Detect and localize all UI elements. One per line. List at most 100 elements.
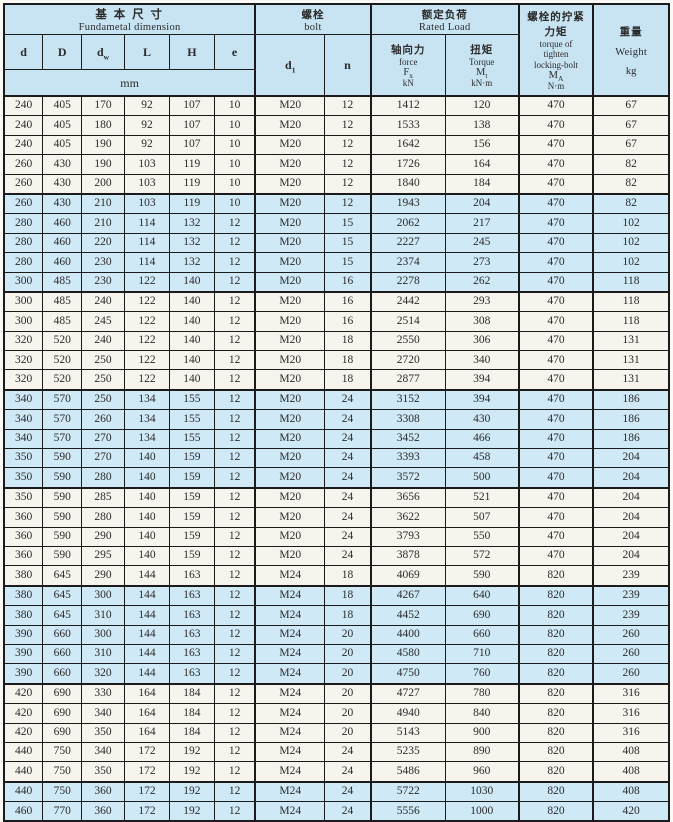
- cell-d1: M20: [254, 311, 326, 332]
- cell-dw: 320: [81, 663, 125, 685]
- cell-force_kN: 3656: [370, 486, 446, 509]
- cell-torque_kNm: 184: [444, 173, 520, 195]
- cell-force_kN: 5556: [370, 801, 446, 822]
- table-body: 240 405 170 92 107 10 M20 12 1412 120 470 67 240 405 1…: [3, 95, 670, 822]
- cell-d: 260: [3, 154, 44, 175]
- cell-torque_kNm: 1030: [444, 780, 520, 803]
- cell-D: 750: [42, 780, 83, 803]
- cell-torque_kNm: 590: [444, 565, 520, 587]
- cell-e: 12: [213, 388, 257, 411]
- cell-dw: 260: [81, 409, 125, 430]
- cell-torque_kNm: 840: [444, 703, 520, 724]
- header-bolt-en: bolt: [304, 21, 322, 33]
- cell-D: 590: [42, 486, 83, 509]
- table-row: 320 520 250 122 140 12 M20 18 2720 340 470 131: [3, 350, 670, 371]
- cell-e: 12: [213, 369, 257, 391]
- cell-dw: 330: [81, 682, 125, 705]
- cell-force_kN: 2877: [370, 369, 446, 391]
- cell-tighten_Nm: 470: [518, 409, 595, 430]
- cell-tighten_Nm: 470: [518, 290, 595, 313]
- cell-torque_kNm: 430: [444, 409, 520, 430]
- cell-H: 140: [168, 311, 215, 332]
- table-row: 240 405 190 92 107 10 M20 12 1642 156 470 67: [3, 134, 670, 156]
- cell-d1: M20: [254, 388, 326, 411]
- cell-n: 24: [324, 741, 372, 763]
- cell-d1: M20: [254, 95, 326, 117]
- table-row: 420 690 350 164 184 12 M24 20 5143 900 820 316: [3, 722, 670, 743]
- cell-d: 390: [3, 624, 44, 645]
- table-row: 350 590 270 140 159 12 M20 24 3393 458 470 204: [3, 448, 670, 469]
- cell-tighten_Nm: 820: [518, 722, 595, 743]
- cell-force_kN: 5143: [370, 722, 446, 743]
- cell-force_kN: 2374: [370, 252, 446, 273]
- cell-tighten_Nm: 470: [518, 173, 595, 195]
- header-tighten-en1: torque of: [539, 38, 573, 49]
- cell-weight_kg: 118: [592, 290, 670, 313]
- cell-e: 12: [213, 252, 257, 273]
- cell-tighten_Nm: 820: [518, 584, 595, 607]
- cell-d1: M20: [254, 448, 326, 469]
- cell-weight_kg: 102: [592, 252, 670, 273]
- cell-tighten_Nm: 820: [518, 605, 595, 626]
- cell-D: 405: [42, 95, 83, 117]
- cell-e: 12: [213, 584, 257, 607]
- col-L: L: [123, 34, 170, 70]
- cell-tighten_Nm: 470: [518, 232, 595, 254]
- cell-L: 172: [123, 761, 170, 783]
- cell-H: 140: [168, 369, 215, 391]
- cell-d1: M20: [254, 350, 326, 371]
- cell-L: 140: [123, 545, 170, 567]
- cell-n: 24: [324, 428, 372, 450]
- cell-e: 12: [213, 663, 257, 685]
- header-tighten-en2: tighten: [543, 49, 569, 60]
- cell-d1: M24: [254, 663, 326, 685]
- cell-H: 107: [168, 134, 215, 156]
- cell-force_kN: 4400: [370, 624, 446, 645]
- cell-tighten_Nm: 470: [518, 526, 595, 547]
- cell-force_kN: 3308: [370, 409, 446, 430]
- cell-d: 440: [3, 741, 44, 763]
- cell-d: 240: [3, 115, 44, 136]
- cell-force_kN: 1943: [370, 192, 446, 215]
- cell-d1: M24: [254, 624, 326, 645]
- table-row: 380 645 300 144 163 12 M24 18 4267 640 820 239: [3, 584, 670, 607]
- cell-L: 140: [123, 507, 170, 528]
- cell-dw: 300: [81, 584, 125, 607]
- cell-H: 163: [168, 605, 215, 626]
- cell-weight_kg: 316: [592, 722, 670, 743]
- cell-L: 103: [123, 192, 170, 215]
- cell-H: 140: [168, 290, 215, 313]
- col-D: D: [42, 34, 83, 70]
- cell-torque_kNm: 572: [444, 545, 520, 567]
- cell-n: 20: [324, 663, 372, 685]
- cell-force_kN: 4580: [370, 643, 446, 665]
- cell-H: 184: [168, 722, 215, 743]
- cell-L: 164: [123, 722, 170, 743]
- cell-dw: 190: [81, 154, 125, 175]
- cell-d: 280: [3, 213, 44, 234]
- cell-n: 16: [324, 311, 372, 332]
- cell-D: 770: [42, 801, 83, 822]
- cell-H: 132: [168, 232, 215, 254]
- cell-n: 12: [324, 95, 372, 117]
- cell-n: 12: [324, 154, 372, 175]
- header-tighten-symbol: MA: [548, 69, 564, 83]
- cell-e: 12: [213, 801, 257, 822]
- cell-e: 12: [213, 350, 257, 371]
- cell-e: 12: [213, 507, 257, 528]
- table-row: 350 590 285 140 159 12 M20 24 3656 521 470 204: [3, 486, 670, 509]
- cell-d1: M20: [254, 526, 326, 547]
- cell-tighten_Nm: 470: [518, 388, 595, 411]
- cell-D: 645: [42, 605, 83, 626]
- cell-d: 360: [3, 545, 44, 567]
- cell-n: 18: [324, 350, 372, 371]
- cell-D: 590: [42, 526, 83, 547]
- cell-force_kN: 5235: [370, 741, 446, 763]
- cell-L: 140: [123, 467, 170, 489]
- cell-D: 430: [42, 173, 83, 195]
- cell-n: 12: [324, 173, 372, 195]
- header-bolt-zh: 螺栓: [301, 9, 325, 21]
- cell-force_kN: 2442: [370, 290, 446, 313]
- cell-dw: 300: [81, 624, 125, 645]
- cell-force_kN: 3393: [370, 448, 446, 469]
